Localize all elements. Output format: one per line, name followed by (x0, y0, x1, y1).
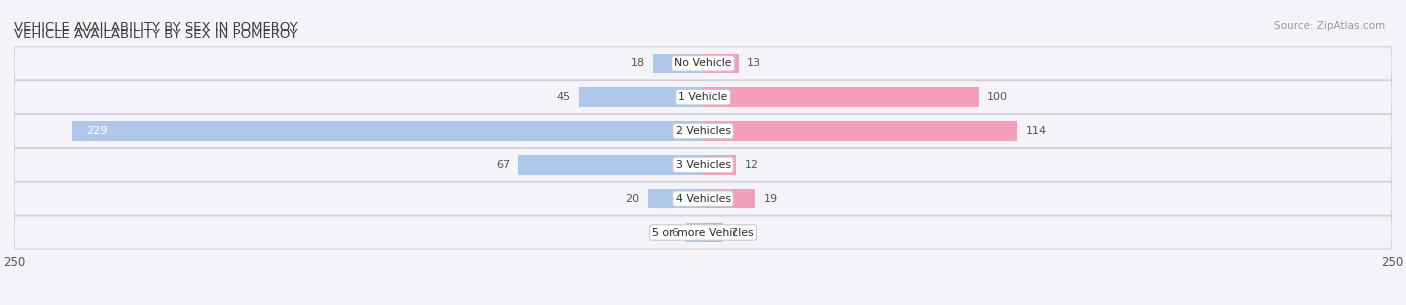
FancyBboxPatch shape (14, 216, 1392, 249)
Text: 229: 229 (86, 126, 107, 136)
Text: 114: 114 (1025, 126, 1046, 136)
Text: 7: 7 (731, 228, 738, 238)
Bar (654, 54, 703, 73)
FancyBboxPatch shape (14, 47, 1392, 80)
Bar (703, 189, 755, 209)
Text: 100: 100 (987, 92, 1008, 102)
Text: 45: 45 (557, 92, 571, 102)
FancyBboxPatch shape (14, 81, 1392, 114)
Text: 20: 20 (626, 194, 640, 204)
FancyBboxPatch shape (14, 182, 1392, 215)
Text: VEHICLE AVAILABILITY BY SEX IN POMEROY: VEHICLE AVAILABILITY BY SEX IN POMEROY (14, 21, 298, 34)
Bar (519, 155, 703, 175)
Text: 18: 18 (631, 58, 645, 68)
Bar (703, 223, 723, 242)
Bar (72, 121, 703, 141)
Bar (703, 155, 737, 175)
Text: 12: 12 (744, 160, 758, 170)
Text: 5 or more Vehicles: 5 or more Vehicles (652, 228, 754, 238)
FancyBboxPatch shape (14, 114, 1392, 148)
Text: 1 Vehicle: 1 Vehicle (678, 92, 728, 102)
Text: 2 Vehicles: 2 Vehicles (675, 126, 731, 136)
Text: No Vehicle: No Vehicle (675, 58, 731, 68)
Bar (703, 121, 1017, 141)
Text: 3 Vehicles: 3 Vehicles (675, 160, 731, 170)
Text: 6: 6 (671, 228, 678, 238)
Bar (703, 54, 738, 73)
Bar (579, 87, 703, 107)
Text: Source: ZipAtlas.com: Source: ZipAtlas.com (1274, 21, 1385, 31)
Text: VEHICLE AVAILABILITY BY SEX IN POMEROY: VEHICLE AVAILABILITY BY SEX IN POMEROY (14, 28, 298, 41)
Bar (686, 223, 703, 242)
Text: 13: 13 (747, 58, 761, 68)
Bar (648, 189, 703, 209)
Text: 4 Vehicles: 4 Vehicles (675, 194, 731, 204)
Text: 19: 19 (763, 194, 778, 204)
Bar (703, 87, 979, 107)
FancyBboxPatch shape (14, 148, 1392, 181)
Text: 67: 67 (496, 160, 510, 170)
